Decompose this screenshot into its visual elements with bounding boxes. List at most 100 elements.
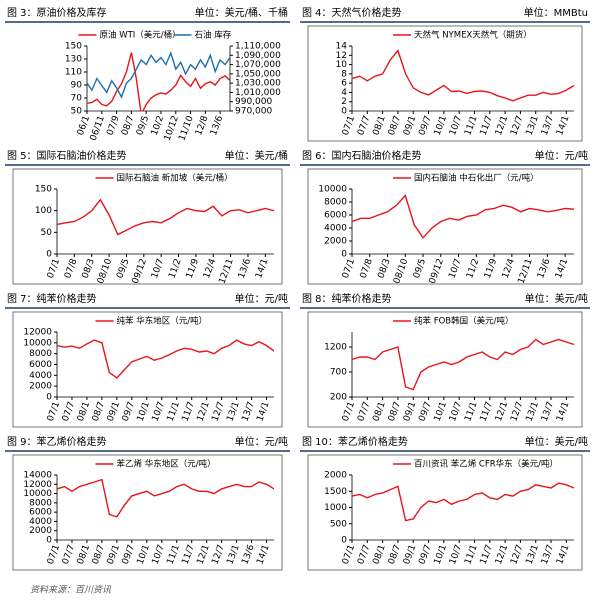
chart-frame (307, 454, 583, 571)
y-tick-label: 14 (336, 42, 348, 52)
x-tick-label: 10/7 (448, 543, 464, 565)
y-tick-label: 8000 (29, 349, 52, 359)
chart-panel: 图 3：原油价格及库存 单位：美元/桶、千桶 50 70 90 110 130 150 970,… (5, 6, 290, 142)
x-tick-label: 09/7 (121, 400, 137, 422)
chart-panel: 图 8：纯苯价格走势 单位：美元/吨200700120007/107/708/10… (300, 292, 590, 428)
chart-panel: 图 9：苯乙烯价格走势 单位：元/吨02000400060008000100001… (5, 435, 290, 571)
x-tick-label: 09/1 (402, 543, 418, 565)
x-tick-label: 07/7 (356, 114, 372, 136)
y-tick-label: 200 (330, 393, 347, 403)
x-tick-label: 11/9 (483, 257, 499, 280)
x-tick-label: 12/11 (517, 257, 535, 285)
y-tick-label: 2000 (324, 471, 347, 481)
x-tick-label: 08/1 (76, 400, 92, 422)
chart-frame (307, 25, 583, 142)
y-tick-label: 4000 (29, 371, 52, 381)
x-tick-label: 13/7 (540, 543, 556, 565)
y-tick-label: 110 (65, 68, 82, 78)
x-tick-label: 13/6 (209, 114, 225, 137)
x-tick-label: 12/7 (210, 400, 226, 422)
chart-title: 图 9：苯乙烯价格走势 (7, 435, 107, 448)
y-tick-label: 12000 (23, 328, 52, 338)
y-tick-label: 8000 (324, 198, 347, 208)
y-tick-label: 0 (46, 393, 52, 403)
x-tick-label: 11/7 (181, 400, 197, 422)
x-tick-label: 07/1 (46, 543, 62, 565)
y-tick-label: 2000 (324, 237, 347, 247)
chart-panel: 图 7：纯苯价格走势 单位：元/吨020004000600080001000012… (5, 292, 290, 428)
x-tick-label: 12/1 (494, 400, 510, 422)
x-tick-label: 08/1 (371, 400, 387, 422)
y2-tick-label: 1,110,000 (235, 42, 281, 52)
y-tick-label: 50 (41, 228, 53, 238)
y-tick-label: 6000 (29, 360, 52, 370)
y-tick-label: 4 (341, 88, 347, 98)
y-tick-label: 2000 (29, 526, 52, 536)
y2-tick-label: 990,000 (235, 97, 272, 107)
x-tick-label: 09/5 (412, 257, 428, 279)
y-tick-label: 1500 (324, 487, 347, 497)
y-tick-label: 6000 (324, 211, 347, 221)
x-tick-label: 13/1 (525, 543, 541, 565)
y-tick-label: 4000 (29, 517, 52, 527)
y-tick-label: 4000 (324, 224, 347, 234)
series-line (57, 478, 274, 518)
x-tick-label: 13/1 (225, 400, 241, 422)
x-tick-label: 12/7 (509, 400, 525, 422)
x-tick-label: 13/6 (536, 257, 552, 280)
x-tick-label: 08/10 (392, 257, 410, 285)
y2-tick-label: 1,090,000 (235, 51, 281, 61)
legend-label: 石油 库存 (195, 30, 232, 41)
x-tick-label: 09/7 (417, 543, 433, 565)
x-tick-label: 07/1 (341, 114, 357, 136)
chart-frame (12, 168, 283, 285)
legend-label: 原油 WTI（美元/桶） (100, 30, 181, 41)
x-tick-label: 11/7 (479, 400, 495, 422)
source-note: 资料来源：百川资讯 (30, 585, 112, 596)
x-tick-label: 14/1 (555, 400, 571, 422)
x-tick-label: 10/7 (448, 400, 464, 422)
chart-unit: 单位：元/吨 (535, 149, 588, 162)
chart-panel: 图 10：苯乙烯价格走势 单位：美元/吨050010001500200007/10… (300, 435, 590, 571)
chart-title: 图 10：苯乙烯价格走势 (302, 435, 408, 448)
x-tick-label: 07/7 (356, 400, 372, 422)
x-tick-label: 07/8 (359, 257, 375, 280)
x-tick-label: 11/1 (463, 114, 479, 136)
y-tick-label: 10000 (23, 338, 52, 348)
chart-unit: 单位：美元/桶 (225, 149, 288, 162)
x-tick-label: 13/1 (525, 400, 541, 422)
x-tick-label: 10/7 (448, 114, 464, 136)
chart-title: 图 4：天然气价格走势 (302, 6, 402, 19)
series-line (57, 198, 274, 236)
chart-unit: 单位：元/吨 (235, 292, 288, 305)
legend-label: 纯苯 华东地区（元/吨） (117, 316, 208, 327)
legend-label: 百川资讯 苯乙烯 CFR华东（美元/吨） (414, 459, 558, 470)
x-tick-label: 12/1 (196, 400, 212, 422)
y2-tick-label: 1,070,000 (235, 60, 281, 70)
x-tick-label: 13/7 (540, 400, 556, 422)
y2-tick-label: 1,030,000 (235, 79, 281, 89)
x-tick-label: 11/7 (181, 543, 197, 565)
x-tick-label: 13/7 (240, 400, 256, 422)
y-tick-label: 2 (341, 97, 347, 107)
x-tick-label: 09/12 (428, 257, 446, 285)
y2-tick-label: 970,000 (235, 107, 272, 117)
x-tick-label: 10/1 (433, 543, 449, 565)
y-tick-label: 150 (35, 185, 52, 195)
x-tick-label: 08/7 (91, 400, 107, 422)
x-tick-label: 12/7 (509, 543, 525, 565)
y-tick-label: 70 (71, 94, 83, 104)
y-tick-label: 10 (336, 60, 348, 70)
y-tick-label: 130 (65, 55, 82, 65)
y-tick-label: 10000 (318, 185, 347, 195)
x-tick-label: 11/2 (167, 257, 183, 279)
y-tick-label: 12000 (23, 480, 52, 490)
x-tick-label: 07/1 (341, 400, 357, 422)
x-tick-label: 09/1 (106, 400, 122, 422)
chart-frame (12, 454, 283, 571)
x-tick-label: 10/7 (151, 543, 167, 565)
y-tick-label: 10000 (23, 489, 52, 499)
x-tick-label: 14/1 (554, 257, 570, 279)
x-tick-label: 07/7 (356, 543, 372, 565)
